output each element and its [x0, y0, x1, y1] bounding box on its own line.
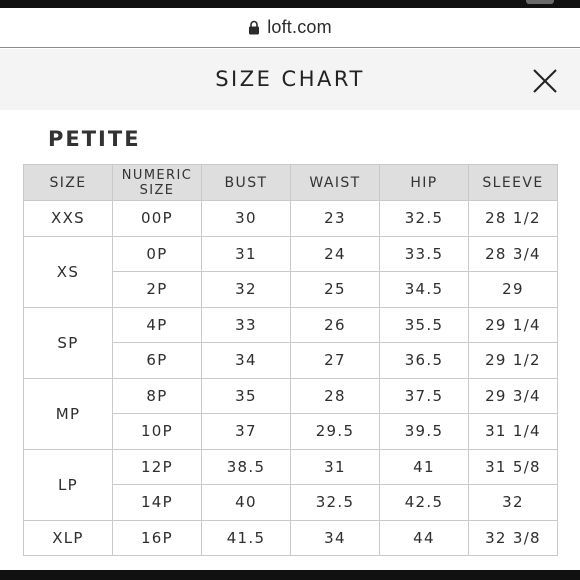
bust-cell: 40	[201, 484, 291, 521]
table-header-row: SIZE NUMERIC SIZE BUST WAIST HIP SLEEVE	[23, 164, 558, 201]
sleeve-cell: 29	[468, 271, 558, 308]
numeric-cell: 2P	[112, 271, 202, 308]
bust-cell: 30	[201, 200, 291, 237]
status-indicator	[526, 0, 554, 4]
bust-cell: 31	[201, 235, 291, 272]
waist-cell: 29.5	[290, 413, 380, 450]
hip-cell: 32.5	[379, 200, 469, 237]
size-cell: XS	[23, 235, 113, 308]
table-row: 2P 32 25 34.5 29	[24, 271, 558, 308]
hip-cell: 41	[379, 448, 469, 485]
numeric-cell: 00P	[112, 200, 202, 237]
table-row: XS 0P 31 24 33.5 28 3/4	[23, 235, 558, 308]
status-bar	[0, 0, 580, 8]
close-icon[interactable]	[531, 67, 559, 95]
table-row: XLP 16P 41.5 34 44 32 3/8	[23, 519, 558, 556]
header-size: SIZE	[23, 164, 113, 201]
sleeve-cell: 28 1/2	[468, 200, 558, 237]
waist-cell: 27	[290, 342, 380, 379]
numeric-cell: 16P	[112, 519, 202, 556]
waist-cell: 24	[290, 235, 380, 272]
hip-cell: 35.5	[379, 306, 469, 343]
size-cell: XLP	[23, 519, 113, 556]
waist-cell: 26	[290, 306, 380, 343]
hip-cell: 33.5	[379, 235, 469, 272]
hip-cell: 37.5	[379, 377, 469, 414]
sleeve-cell: 29 1/4	[468, 306, 558, 343]
table-row: LP 12P 38.5 31 41 31 5/8	[23, 448, 558, 521]
hip-cell: 39.5	[379, 413, 469, 450]
size-cell: LP	[23, 448, 113, 521]
waist-cell: 31	[290, 448, 380, 485]
table-row: XXS 00P 30 23 32.5 28 1/2	[23, 200, 558, 237]
header-waist: WAIST	[290, 164, 380, 201]
waist-cell: 25	[290, 271, 380, 308]
waist-cell: 23	[290, 200, 380, 237]
sleeve-cell: 32	[468, 484, 558, 521]
header-sleeve: SLEEVE	[468, 164, 558, 201]
waist-cell: 34	[290, 519, 380, 556]
size-chart-table: SIZE NUMERIC SIZE BUST WAIST HIP SLEEVE X…	[23, 164, 558, 556]
table-row: 10P 37 29.5 39.5 31 1/4	[24, 413, 558, 450]
address-bar[interactable]: loft.com	[0, 8, 580, 48]
url-text: loft.com	[267, 17, 332, 37]
modal-title: SIZE CHART	[215, 67, 365, 91]
header-numeric-size: NUMERIC SIZE	[112, 164, 202, 201]
numeric-cell: 14P	[112, 484, 202, 521]
waist-cell: 28	[290, 377, 380, 414]
waist-cell: 32.5	[290, 484, 380, 521]
header-hip: HIP	[379, 164, 469, 201]
numeric-cell: 0P	[112, 235, 202, 272]
sleeve-cell: 29 1/2	[468, 342, 558, 379]
numeric-cell: 4P	[112, 306, 202, 343]
header-numeric-line2: SIZE	[139, 182, 175, 198]
header-numeric-line1: NUMERIC	[121, 167, 193, 183]
sleeve-cell: 31 1/4	[468, 413, 558, 450]
sleeve-cell: 31 5/8	[468, 448, 558, 485]
header-bust: BUST	[201, 164, 291, 201]
hip-cell: 42.5	[379, 484, 469, 521]
bust-cell: 37	[201, 413, 291, 450]
table-row: 14P 40 32.5 42.5 32	[24, 484, 558, 521]
modal-header: SIZE CHART	[0, 49, 580, 110]
bust-cell: 34	[201, 342, 291, 379]
bust-cell: 32	[201, 271, 291, 308]
bust-cell: 35	[201, 377, 291, 414]
numeric-cell: 12P	[112, 448, 202, 485]
numeric-cell: 10P	[112, 413, 202, 450]
bust-cell: 41.5	[201, 519, 291, 556]
section-title: PETITE	[48, 127, 141, 151]
table-row: MP 8P 35 28 37.5 29 3/4	[23, 377, 558, 450]
hip-cell: 34.5	[379, 271, 469, 308]
size-cell: MP	[23, 377, 113, 450]
size-cell: SP	[23, 306, 113, 379]
lock-icon	[249, 20, 260, 35]
numeric-cell: 8P	[112, 377, 202, 414]
sleeve-cell: 28 3/4	[468, 235, 558, 272]
sleeve-cell: 32 3/8	[468, 519, 558, 556]
url-display[interactable]: loft.com	[248, 17, 332, 38]
hip-cell: 44	[379, 519, 469, 556]
size-cell: XXS	[23, 200, 113, 237]
bust-cell: 33	[201, 306, 291, 343]
sleeve-cell: 29 3/4	[468, 377, 558, 414]
table-row: SP 4P 33 26 35.5 29 1/4	[23, 306, 558, 379]
hip-cell: 36.5	[379, 342, 469, 379]
numeric-cell: 6P	[112, 342, 202, 379]
bust-cell: 38.5	[201, 448, 291, 485]
bottom-bar	[0, 570, 580, 580]
